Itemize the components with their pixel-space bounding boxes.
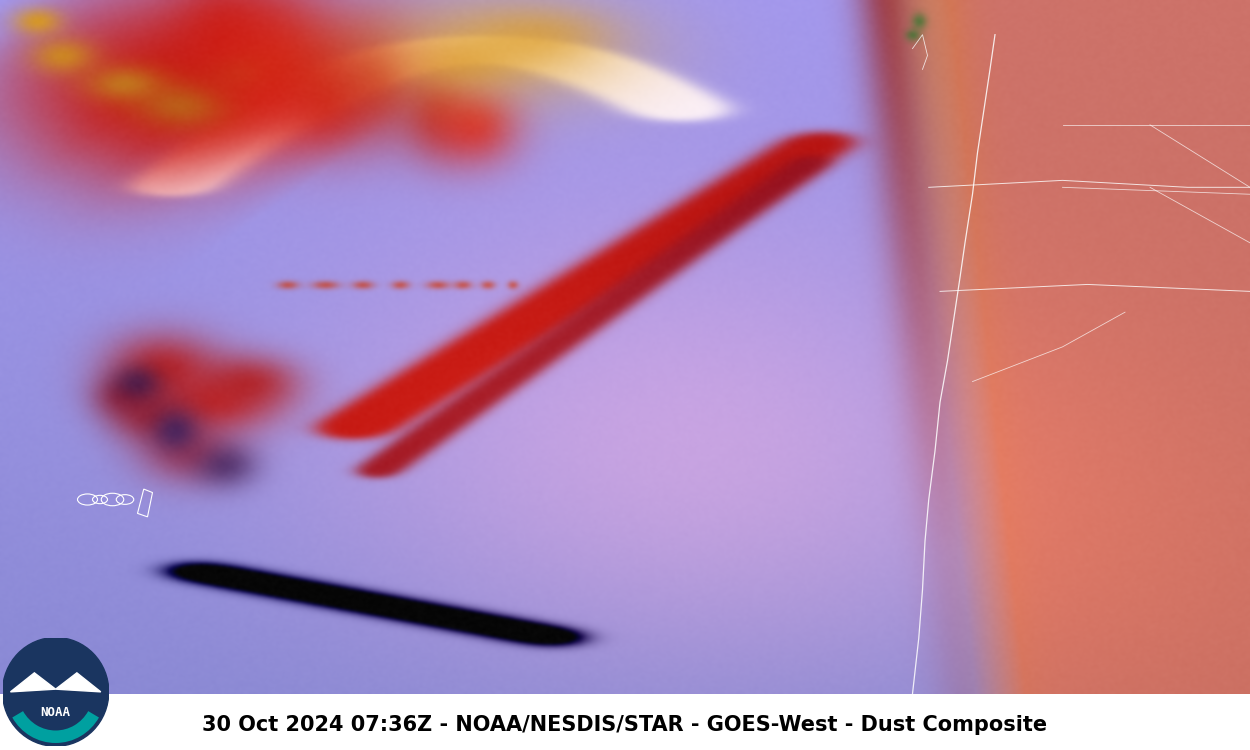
Polygon shape <box>10 673 56 692</box>
Text: 30 Oct 2024 07:36Z - NOAA/NESDIS/STAR - GOES-West - Dust Composite: 30 Oct 2024 07:36Z - NOAA/NESDIS/STAR - … <box>202 715 1048 735</box>
Text: NOAA: NOAA <box>41 706 70 719</box>
Polygon shape <box>56 673 101 692</box>
FancyBboxPatch shape <box>0 676 1250 750</box>
Circle shape <box>2 638 109 746</box>
